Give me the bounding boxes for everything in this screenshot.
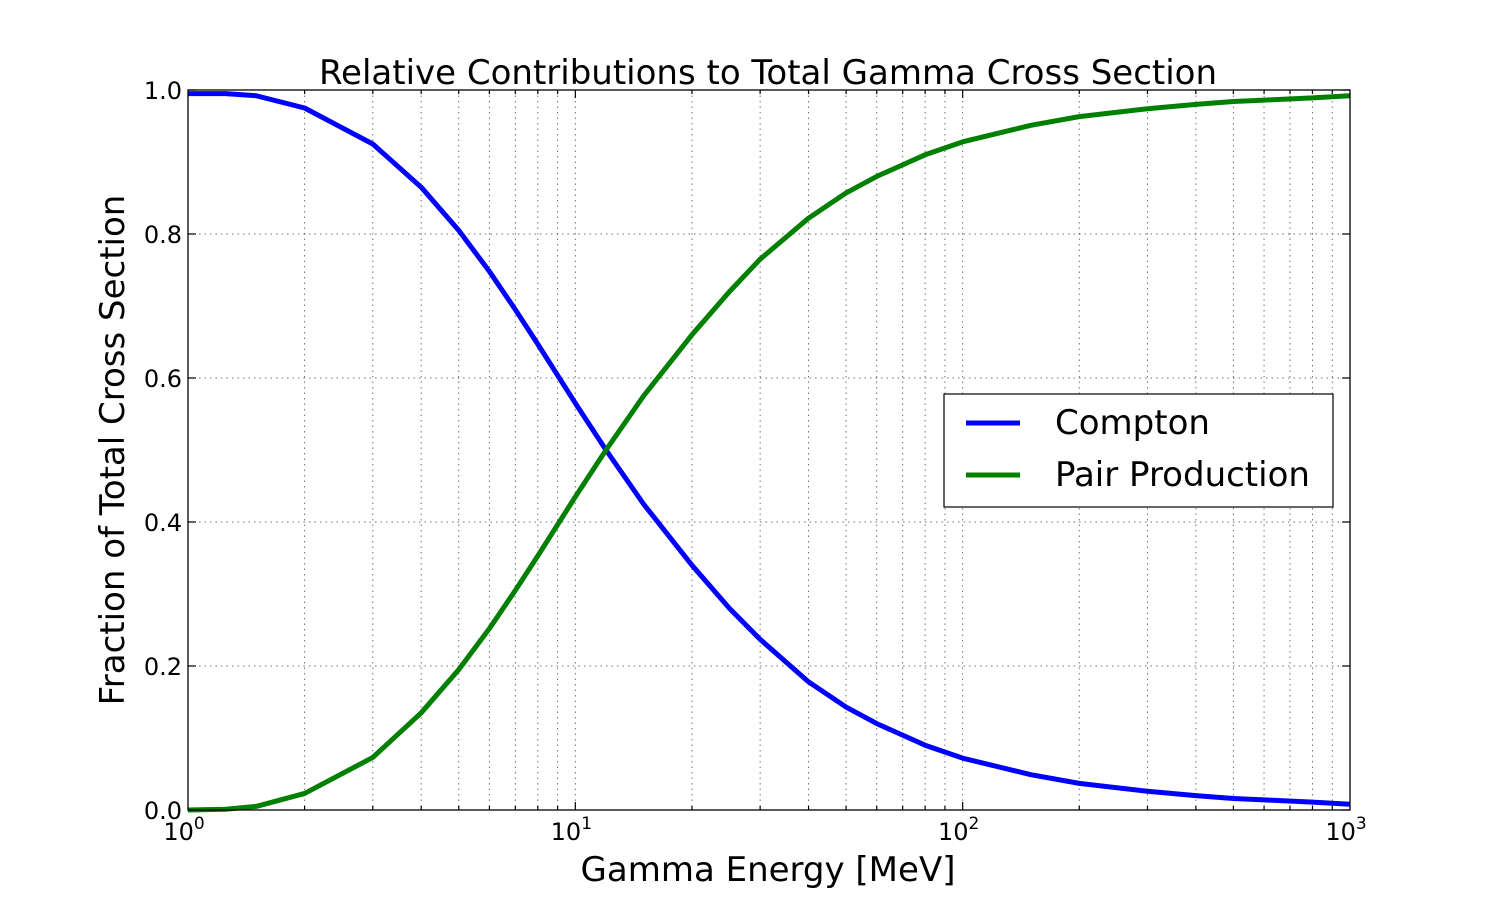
y-axis-label: Fraction of Total Cross Section xyxy=(93,195,133,706)
legend: Compton Pair Production xyxy=(943,393,1334,508)
series-line-compton xyxy=(188,91,1351,807)
x-tick-label: 100 xyxy=(163,814,204,846)
tick-labels: 0.0 0.2 0.4 0.6 0.8 1.0 100 101 102 103 xyxy=(144,77,1367,846)
series-line-pair-production xyxy=(187,93,1351,813)
plot-frame xyxy=(187,89,1351,811)
y-tick-label: 0.2 xyxy=(144,653,182,681)
x-axis-label: Gamma Energy [MeV] xyxy=(581,850,956,890)
grid xyxy=(188,90,1350,810)
legend-label-compton: Compton xyxy=(1055,403,1210,443)
x-tick-label: 102 xyxy=(938,814,979,846)
series-layer xyxy=(187,91,1351,813)
chart-title: Relative Contributions to Total Gamma Cr… xyxy=(319,53,1217,93)
legend-label-pair-production: Pair Production xyxy=(1055,455,1310,495)
x-tick-label: 101 xyxy=(551,814,592,846)
y-tick-label: 0.4 xyxy=(144,509,182,537)
y-tick-label: 1.0 xyxy=(144,77,182,105)
y-tick-label: 0.0 xyxy=(144,797,182,825)
y-tick-label: 0.8 xyxy=(144,221,182,249)
x-tick-label: 103 xyxy=(1325,814,1366,846)
legend-box xyxy=(943,393,1334,508)
y-tick-label: 0.6 xyxy=(144,365,182,393)
ticks xyxy=(188,89,1350,811)
